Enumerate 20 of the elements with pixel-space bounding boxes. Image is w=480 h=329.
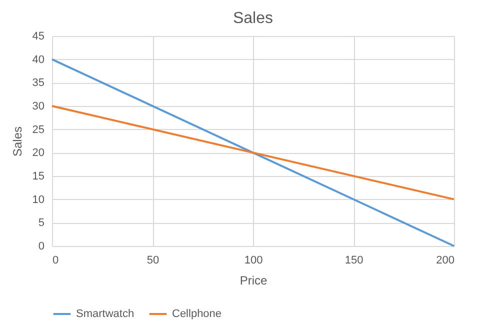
y-axis-title: Sales [10,126,24,157]
legend-label: Cellphone [172,308,222,320]
x-tick-label: 50 [146,254,160,266]
x-tick-label: 100 [244,254,263,266]
y-tick-label: 20 [32,147,44,160]
y-tick-label: 45 [32,30,44,42]
y-tick-label: 5 [38,217,44,230]
y-tick-label: 40 [32,54,44,66]
y-tick-label: 30 [32,100,44,112]
y-tick-label: 10 [32,194,44,206]
x-tick-label: 0 [52,254,59,266]
y-tick-label: 0 [38,240,44,252]
y-tick-label: 15 [32,170,44,182]
y-tick-label: 25 [32,124,44,136]
x-tick-label: 150 [344,254,364,266]
y-tick-label: 35 [32,77,44,90]
x-axis-title: Price [240,274,268,288]
x-tick-label: 200 [436,254,454,266]
legend-label: Smartwatch [76,308,134,320]
chart-title: Sales [232,10,274,27]
